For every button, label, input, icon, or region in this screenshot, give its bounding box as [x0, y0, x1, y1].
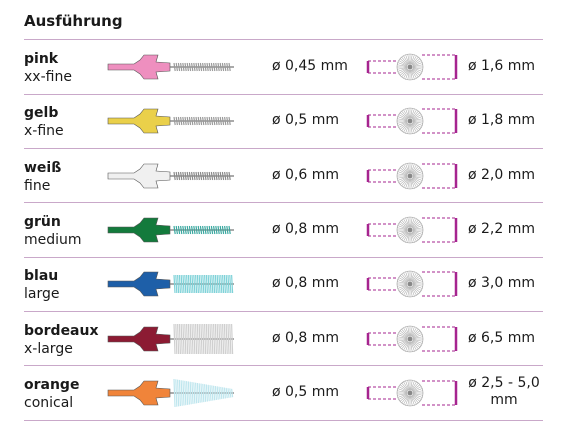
table-row: blau large ø 0,8 mm ø 3,0 mm — [0, 257, 567, 311]
diameter-diagram — [366, 107, 458, 135]
brush-color-name: pink — [24, 51, 59, 67]
diameter-diagram — [366, 53, 458, 81]
wire-diameter: ø 0,8 mm — [272, 220, 340, 237]
outer-diameter: ø 3,0 mm — [468, 275, 536, 292]
outer-diameter: ø 2,0 mm — [468, 166, 536, 183]
brush-size-label: x-fine — [24, 123, 64, 140]
brush-illustration — [107, 217, 234, 243]
brush-illustration — [107, 108, 234, 134]
table-row: weiß fine ø 0,6 mm ø 2,0 mm — [0, 149, 567, 203]
brush-color-name: weiß — [24, 159, 62, 176]
wire-diameter: ø 0,8 mm — [272, 275, 340, 292]
table-row: bordeaux x-large ø 0,8 mm ø 6,5 mm — [0, 312, 567, 366]
divider — [24, 311, 543, 312]
divider — [24, 419, 543, 421]
brush-illustration — [107, 323, 234, 354]
wire-diameter: ø 0,6 mm — [272, 166, 340, 183]
wire-diameter: ø 0,8 mm — [272, 329, 340, 346]
divider — [24, 202, 543, 204]
table-heading: Ausführung — [24, 12, 123, 30]
diameter-diagram — [366, 379, 458, 407]
outer-diameter: ø 6,5 mm — [468, 329, 536, 346]
brush-color-name: orange — [24, 376, 80, 393]
outer-diameter: ø 1,8 mm — [468, 112, 536, 129]
brush-illustration — [107, 163, 234, 188]
brush-illustration — [107, 54, 234, 80]
table-row: pink xx-fine ø 0,45 mm ø 1,6 mm — [0, 40, 567, 94]
brush-illustration — [107, 271, 234, 297]
brush-size-label: xx-fine — [24, 69, 72, 85]
table-row: gelb x-fine ø 0,5 mm ø 1,8 mm — [0, 94, 567, 148]
brush-size-label: fine — [24, 177, 51, 194]
diameter-diagram — [366, 216, 458, 244]
brush-color-name: gelb — [24, 105, 59, 122]
divider — [24, 93, 543, 95]
outer-diameter: ø 2,5 - 5,0 mm — [468, 374, 540, 408]
brush-size-label: medium — [24, 231, 82, 248]
wire-diameter: ø 0,5 mm — [272, 383, 340, 400]
wire-diameter: ø 0,5 mm — [272, 112, 340, 129]
brush-illustration — [107, 378, 234, 407]
brush-color-name: blau — [24, 268, 59, 285]
table-row: orange conical ø 0,5 mm ø 2,5 - 5,0 mm — [0, 366, 567, 420]
brush-size-label: conical — [24, 394, 74, 411]
divider — [24, 256, 543, 258]
outer-diameter: ø 1,6 mm — [468, 58, 536, 74]
diameter-diagram — [366, 162, 458, 189]
table-row: grün medium ø 0,8 mm ø 2,2 mm — [0, 203, 567, 257]
divider — [24, 365, 543, 367]
brush-size-label: large — [24, 286, 60, 303]
diameter-diagram — [366, 325, 458, 352]
brush-size-label: x-large — [24, 340, 73, 357]
wire-diameter: ø 0,45 mm — [272, 58, 348, 74]
diameter-diagram — [366, 270, 458, 298]
divider — [24, 39, 543, 40]
brush-color-name: bordeaux — [24, 322, 99, 339]
divider — [24, 148, 543, 150]
brush-color-name: grün — [24, 213, 61, 230]
outer-diameter: ø 2,2 mm — [468, 220, 536, 237]
